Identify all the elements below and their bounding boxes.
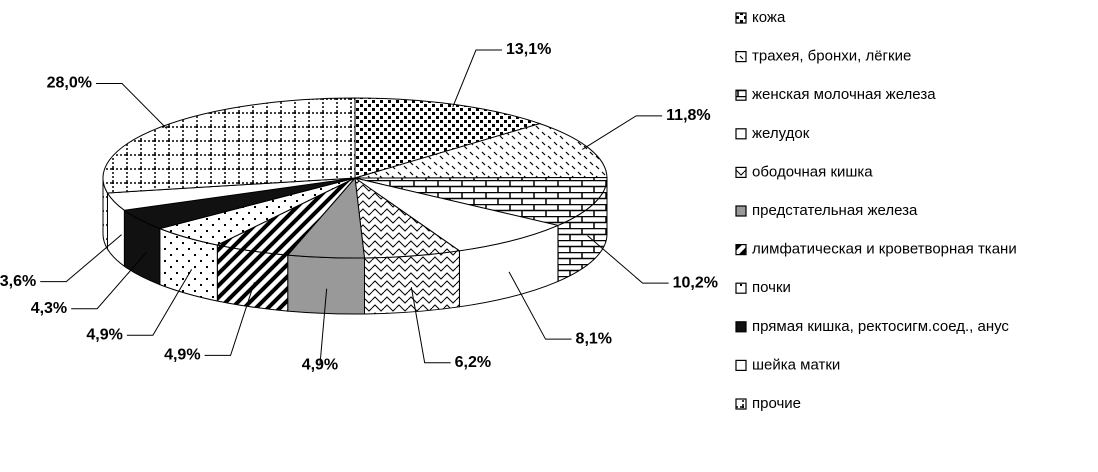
- data-label: 4,9%: [164, 347, 200, 364]
- slice-side: [216, 244, 289, 312]
- legend-label: прочие: [752, 395, 801, 412]
- leader-line: [587, 235, 669, 284]
- slice: [354, 177, 560, 252]
- legend-label: шейка матки: [752, 356, 840, 373]
- legend-swatch: [735, 128, 747, 140]
- leader-line: [40, 234, 122, 283]
- legend-label: женская молочная железа: [752, 86, 936, 103]
- legend-swatch: [735, 89, 747, 101]
- legend-swatch: [735, 321, 747, 333]
- legend-swatch: [735, 282, 747, 294]
- legend-label: кожа: [752, 9, 786, 26]
- legend-swatch: [735, 166, 747, 178]
- legend-label: прямая кишка, ректосигм.соед., анус: [752, 318, 1009, 335]
- slice: [354, 123, 608, 179]
- leader-line: [582, 115, 663, 150]
- legend-label: желудок: [752, 125, 810, 142]
- data-label: 3,6%: [0, 273, 36, 290]
- data-label: 6,2%: [455, 354, 491, 371]
- slice-side: [363, 250, 460, 315]
- slice-side: [287, 254, 365, 315]
- legend-label: лимфатическая и кроветворная ткани: [752, 241, 1017, 258]
- data-label: 10,2%: [673, 274, 718, 291]
- legend-label: почки: [752, 279, 791, 296]
- data-label: 13,1%: [506, 41, 551, 58]
- leader-line: [410, 287, 451, 364]
- data-label: 11,8%: [666, 107, 710, 124]
- legend-swatch: [735, 398, 747, 410]
- leader-line: [71, 251, 147, 310]
- legend-label: трахея, бронхи, лёгкие: [752, 48, 911, 65]
- slice: [102, 97, 356, 194]
- legend-swatch: [735, 205, 747, 217]
- legend-label: предстательная железа: [752, 202, 918, 219]
- leader-line: [508, 271, 572, 340]
- data-label: 4,3%: [31, 300, 67, 317]
- legend-swatch: [735, 12, 747, 24]
- leader-line: [95, 83, 168, 129]
- data-label: 8,1%: [576, 330, 612, 347]
- legend-swatch: [735, 244, 747, 256]
- legend-swatch: [735, 359, 747, 371]
- leader-line: [319, 288, 328, 366]
- leader-line: [452, 49, 502, 108]
- data-label: 4,9%: [86, 326, 122, 343]
- leader-line: [204, 282, 255, 356]
- slice: [354, 97, 542, 179]
- data-label: 28,0%: [47, 75, 92, 92]
- legend-label: ободочная кишка: [752, 163, 873, 180]
- leader-line: [126, 269, 193, 336]
- slice: [354, 176, 608, 226]
- data-label: 4,9%: [302, 356, 338, 373]
- legend-swatch: [735, 50, 747, 63]
